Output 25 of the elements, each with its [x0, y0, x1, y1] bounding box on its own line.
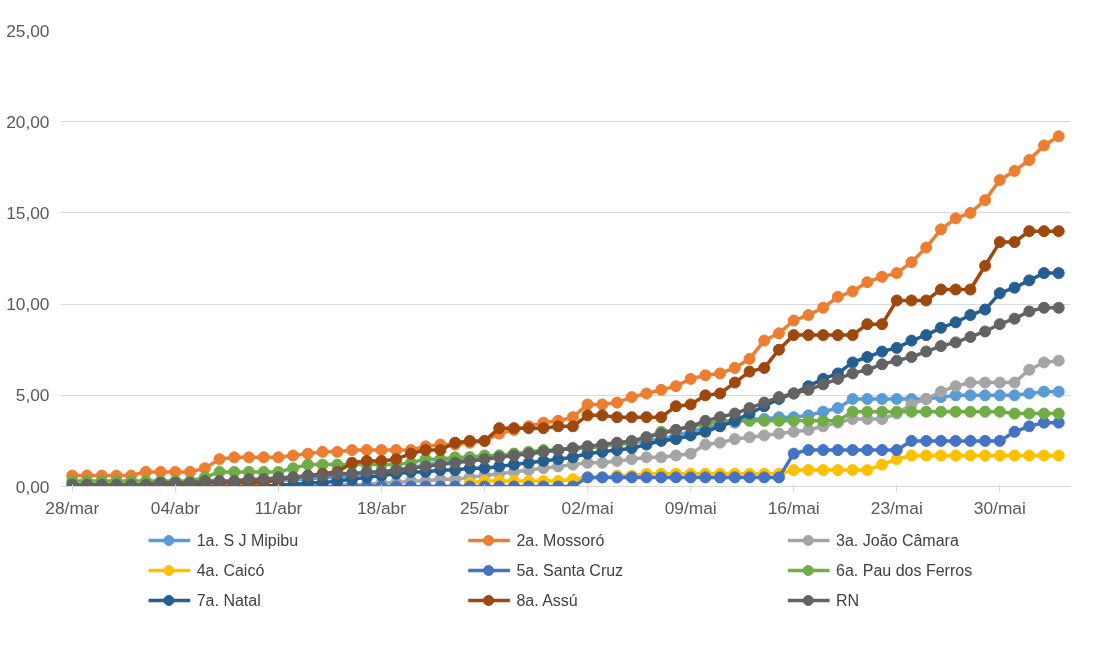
- legend-label: 8a. Assú: [516, 592, 578, 609]
- y-tick-label: 20,00: [6, 111, 50, 132]
- y-tick-label: 25,00: [6, 20, 50, 41]
- y-tick-label: 0,00: [15, 476, 50, 497]
- x-tick-label: 11/abr: [254, 497, 303, 518]
- legend-label: RN: [836, 592, 860, 609]
- legend-label: 5a. Santa Cruz: [516, 562, 624, 579]
- y-tick-label: 5,00: [15, 385, 50, 406]
- y-tick-label: 10,00: [6, 294, 50, 315]
- legend-label: 1a. S J Mipibu: [196, 532, 299, 549]
- legend-label: 2a. Mossoró: [516, 532, 605, 549]
- x-tick-label: 16/mai: [767, 497, 820, 518]
- x-tick-label: 25/abr: [459, 497, 510, 518]
- x-tick-label: 09/mai: [664, 497, 717, 518]
- legend-label: 3a. João Câmara: [836, 532, 959, 549]
- y-tick-label: 15,00: [6, 202, 50, 223]
- legend-label: 4a. Caicó: [196, 562, 265, 579]
- x-tick-label: 18/abr: [356, 497, 407, 518]
- x-tick-label: 23/mai: [870, 497, 923, 518]
- x-tick-label: 02/mai: [561, 497, 614, 518]
- x-tick-label: 30/mai: [973, 497, 1026, 518]
- legend-label: 7a. Natal: [196, 592, 261, 609]
- legend-label: 6a. Pau dos Ferros: [836, 562, 973, 579]
- x-tick-label: 28/mar: [45, 497, 100, 518]
- x-tick-label: 04/abr: [150, 497, 201, 518]
